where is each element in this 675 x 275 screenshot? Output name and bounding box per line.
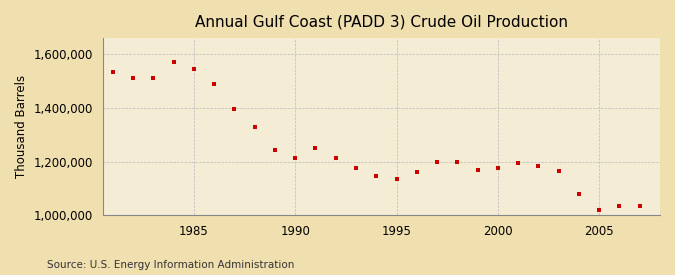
- Point: [554, 169, 564, 173]
- Point: [574, 192, 585, 196]
- Point: [634, 204, 645, 208]
- Point: [249, 125, 260, 129]
- Point: [452, 160, 463, 164]
- Point: [594, 208, 605, 212]
- Point: [411, 170, 422, 175]
- Point: [148, 76, 159, 81]
- Point: [472, 167, 483, 172]
- Point: [188, 67, 199, 71]
- Point: [107, 70, 118, 74]
- Point: [533, 163, 544, 168]
- Point: [493, 166, 504, 170]
- Point: [128, 76, 138, 81]
- Point: [371, 174, 381, 178]
- Point: [290, 155, 300, 160]
- Point: [229, 107, 240, 111]
- Point: [350, 166, 361, 170]
- Point: [269, 147, 280, 152]
- Point: [391, 177, 402, 181]
- Point: [330, 155, 341, 160]
- Y-axis label: Thousand Barrels: Thousand Barrels: [15, 75, 28, 178]
- Point: [513, 161, 524, 165]
- Point: [168, 60, 179, 64]
- Point: [209, 82, 219, 86]
- Point: [431, 160, 442, 164]
- Text: Source: U.S. Energy Information Administration: Source: U.S. Energy Information Administ…: [47, 260, 294, 270]
- Point: [614, 204, 625, 208]
- Point: [310, 146, 321, 150]
- Title: Annual Gulf Coast (PADD 3) Crude Oil Production: Annual Gulf Coast (PADD 3) Crude Oil Pro…: [195, 15, 568, 30]
